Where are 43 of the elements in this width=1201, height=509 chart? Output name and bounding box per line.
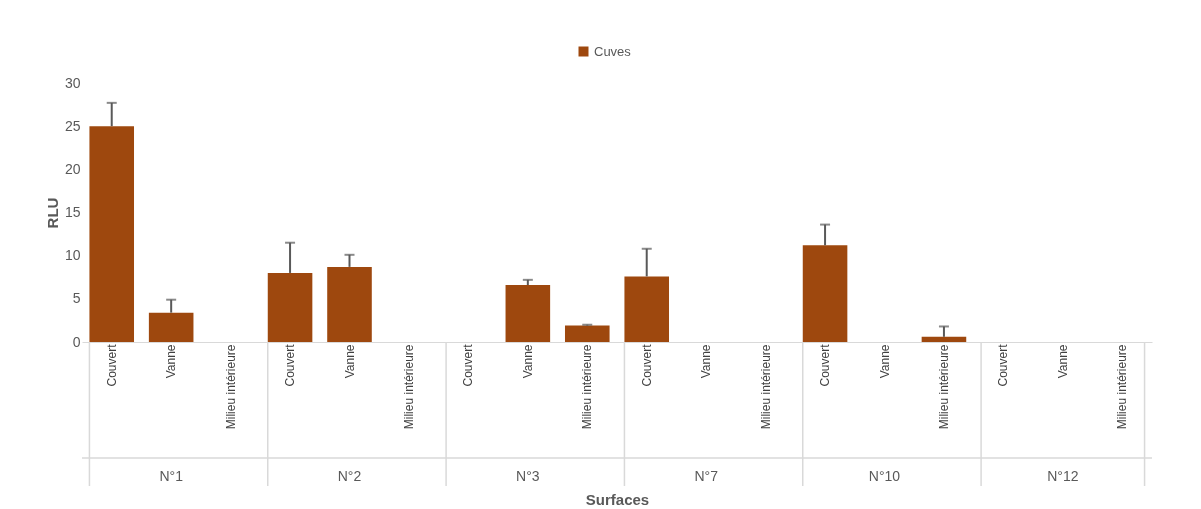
bar xyxy=(564,325,610,342)
x-tick-label: Couvert xyxy=(996,343,1011,387)
x-tick-label: Milieu intérieure xyxy=(758,344,773,430)
bar xyxy=(267,272,313,342)
bar xyxy=(921,336,967,342)
y-tick-label: 10 xyxy=(64,247,81,264)
x-tick-label: Couvert xyxy=(104,343,119,387)
y-tick-label: 15 xyxy=(64,204,81,220)
y-tick-label: 20 xyxy=(64,160,81,177)
x-tick-label: Milieu intérieure xyxy=(936,344,951,430)
x-tick-label: Milieu intérieure xyxy=(580,344,595,430)
x-tick-label: Milieu intérieure xyxy=(223,344,238,430)
bar xyxy=(89,126,135,342)
text: N°1 xyxy=(159,468,184,484)
text: N°2 xyxy=(337,468,362,484)
x-tick-label: Milieu intérieure xyxy=(1115,344,1130,430)
bar xyxy=(802,245,848,342)
text: N°7 xyxy=(694,468,719,484)
y-tick-label: 0 xyxy=(72,333,81,350)
text: N°12 xyxy=(1047,468,1079,484)
y-axis-title: RLU xyxy=(43,197,61,229)
x-axis-title: Surfaces xyxy=(585,491,650,509)
bar xyxy=(148,312,194,342)
x-tick-label: Vanne xyxy=(877,344,892,379)
x-tick-label: Couvert xyxy=(461,343,476,387)
x-tick-label: Milieu intérieure xyxy=(401,344,416,430)
y-tick-label: 5 xyxy=(72,290,81,307)
x-tick-label: Couvert xyxy=(639,343,654,387)
y-tick-label: 30 xyxy=(64,74,81,91)
x-tick-label: Vanne xyxy=(520,344,535,379)
y-tick-label: 25 xyxy=(64,117,81,134)
bar xyxy=(327,266,372,342)
x-tick-label: Vanne xyxy=(699,344,714,379)
x-tick-label: Couvert xyxy=(818,343,833,387)
x-tick-label: Couvert xyxy=(283,343,298,387)
x-tick-label: Vanne xyxy=(342,344,357,379)
bar xyxy=(624,276,670,342)
legend-label: Cuves xyxy=(594,43,632,59)
bar xyxy=(505,285,551,342)
x-tick-label: Vanne xyxy=(164,344,179,379)
text: N°3 xyxy=(516,468,540,484)
x-tick-label: Vanne xyxy=(1055,344,1070,379)
text: N°10 xyxy=(868,468,901,484)
